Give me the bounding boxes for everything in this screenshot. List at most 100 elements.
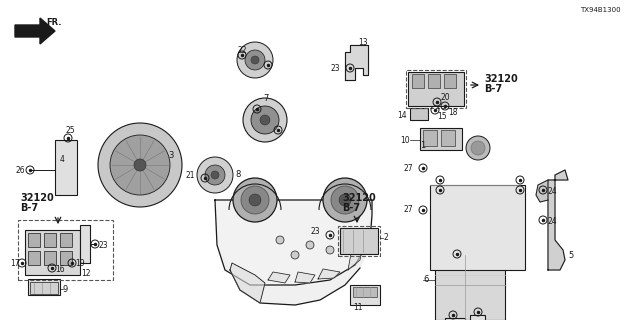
Text: 19: 19 bbox=[75, 259, 84, 268]
Text: 12: 12 bbox=[81, 269, 90, 278]
Bar bbox=[470, 315, 485, 320]
Bar bbox=[353, 287, 377, 297]
Circle shape bbox=[205, 165, 225, 185]
Text: 5: 5 bbox=[568, 251, 573, 260]
Text: 22: 22 bbox=[237, 45, 246, 54]
Bar bbox=[406, 70, 466, 108]
Text: 20: 20 bbox=[440, 92, 450, 101]
Circle shape bbox=[197, 157, 233, 193]
Circle shape bbox=[134, 159, 146, 171]
Text: 6: 6 bbox=[423, 276, 428, 284]
Bar bbox=[445, 318, 465, 320]
Circle shape bbox=[466, 136, 490, 160]
Circle shape bbox=[98, 123, 182, 207]
Bar bbox=[412, 74, 424, 88]
Text: 26: 26 bbox=[15, 165, 24, 174]
Bar bbox=[25, 230, 80, 275]
Text: 18: 18 bbox=[448, 108, 458, 116]
Text: 10: 10 bbox=[401, 135, 410, 145]
Bar bbox=[423, 130, 437, 146]
Bar bbox=[44, 251, 56, 265]
Circle shape bbox=[110, 135, 170, 195]
Text: 16: 16 bbox=[55, 266, 65, 275]
Bar bbox=[441, 130, 455, 146]
Polygon shape bbox=[536, 180, 548, 202]
Text: 27: 27 bbox=[403, 205, 413, 214]
Bar bbox=[30, 282, 58, 294]
Text: 11: 11 bbox=[353, 302, 363, 311]
Bar bbox=[28, 233, 40, 247]
Circle shape bbox=[237, 42, 273, 78]
Polygon shape bbox=[318, 269, 340, 279]
Text: 23: 23 bbox=[98, 242, 108, 251]
Polygon shape bbox=[217, 215, 372, 305]
Bar bbox=[350, 285, 380, 305]
Text: 8: 8 bbox=[235, 170, 241, 179]
Bar bbox=[420, 128, 462, 150]
Text: 23: 23 bbox=[330, 63, 340, 73]
Text: 27: 27 bbox=[403, 164, 413, 172]
Circle shape bbox=[471, 141, 485, 155]
Text: 9: 9 bbox=[62, 284, 67, 293]
Circle shape bbox=[276, 236, 284, 244]
Text: 32120: 32120 bbox=[20, 193, 54, 203]
Text: 14: 14 bbox=[397, 110, 407, 119]
Text: TX94B1300: TX94B1300 bbox=[580, 7, 621, 13]
Polygon shape bbox=[295, 272, 315, 283]
Text: 23: 23 bbox=[310, 228, 320, 236]
Circle shape bbox=[251, 106, 279, 134]
Circle shape bbox=[326, 246, 334, 254]
Text: 13: 13 bbox=[358, 37, 367, 46]
Circle shape bbox=[233, 178, 277, 222]
Text: 21: 21 bbox=[186, 171, 195, 180]
Circle shape bbox=[251, 56, 259, 64]
Polygon shape bbox=[345, 45, 368, 80]
Bar bbox=[410, 108, 428, 120]
Circle shape bbox=[260, 115, 270, 125]
Circle shape bbox=[323, 178, 367, 222]
Bar bbox=[18, 220, 113, 280]
Text: 2: 2 bbox=[383, 234, 388, 243]
Polygon shape bbox=[230, 263, 265, 303]
Text: 7: 7 bbox=[263, 93, 268, 102]
Polygon shape bbox=[348, 248, 362, 270]
Bar bbox=[44, 233, 56, 247]
Circle shape bbox=[331, 186, 359, 214]
Bar bbox=[60, 233, 72, 247]
Bar bbox=[444, 74, 456, 88]
Text: 24: 24 bbox=[548, 218, 557, 227]
Text: 32120: 32120 bbox=[484, 74, 518, 84]
Text: 3: 3 bbox=[168, 150, 173, 159]
Bar bbox=[338, 226, 380, 256]
Text: 15: 15 bbox=[437, 111, 447, 121]
Circle shape bbox=[245, 50, 265, 70]
Bar bbox=[430, 185, 525, 270]
Polygon shape bbox=[15, 18, 55, 44]
Text: 1: 1 bbox=[420, 140, 425, 149]
Text: B-7: B-7 bbox=[484, 84, 502, 94]
Polygon shape bbox=[268, 272, 290, 283]
Circle shape bbox=[241, 186, 269, 214]
Bar bbox=[450, 252, 465, 258]
Polygon shape bbox=[548, 170, 568, 270]
Bar bbox=[408, 72, 464, 106]
Text: B-7: B-7 bbox=[20, 203, 38, 213]
Bar bbox=[340, 228, 378, 254]
Bar bbox=[435, 255, 505, 320]
Circle shape bbox=[306, 241, 314, 249]
Bar bbox=[28, 251, 40, 265]
Text: 17: 17 bbox=[10, 259, 20, 268]
Bar bbox=[428, 74, 440, 88]
Text: 32120: 32120 bbox=[342, 193, 376, 203]
Circle shape bbox=[243, 98, 287, 142]
Circle shape bbox=[291, 251, 299, 259]
Circle shape bbox=[339, 194, 351, 206]
Polygon shape bbox=[215, 200, 372, 285]
Text: B-7: B-7 bbox=[342, 203, 360, 213]
Circle shape bbox=[211, 171, 219, 179]
Bar bbox=[55, 140, 77, 195]
Bar bbox=[28, 279, 60, 295]
Text: 24: 24 bbox=[548, 188, 557, 196]
Text: 4: 4 bbox=[60, 155, 65, 164]
Bar bbox=[80, 225, 90, 263]
